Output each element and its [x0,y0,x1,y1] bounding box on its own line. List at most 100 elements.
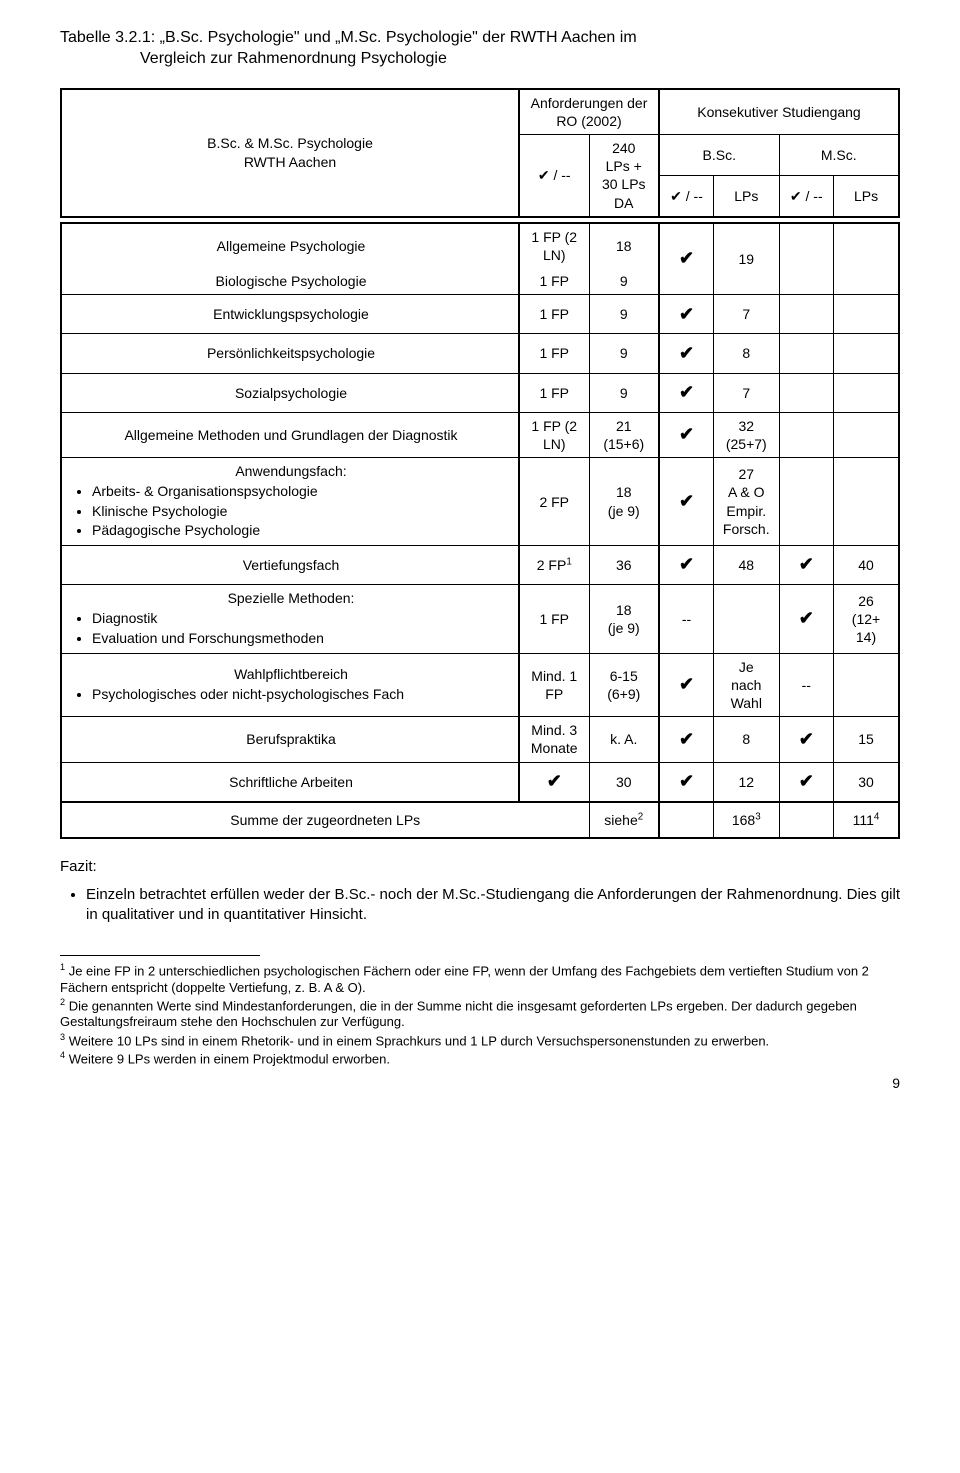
row-vert-ck: ✔ [659,545,714,584]
header-lps-msc: LPs [834,175,899,217]
row-pers-ck: ✔ [659,334,714,373]
row-spez-ck2: ✔ [779,585,834,654]
row-bio-check: ✔ [659,223,714,295]
row-anw-b3: Pädagogische Psychologie [92,521,512,539]
fazit-heading: Fazit: [60,857,900,877]
row-wahl-cell: Wahlpflichtbereich Psychologisches oder … [61,653,519,717]
row-meth-ck: ✔ [659,412,714,457]
header-anforderungen: Anforderungen der RO (2002) [519,89,659,135]
row-bio-m1 [779,223,834,295]
row-bio-c3: 9 [589,268,659,295]
row-anw-b1: Arbeits- & Organisationspsychologie [92,482,512,500]
row-anw-c2: 2 FP [519,458,589,546]
row-vert-label: Vertiefungsfach [61,545,519,584]
row-meth-v: 32(25+7) [714,412,779,457]
footnote-2: 2 Die genannten Werte sind Mindestanford… [60,997,900,1031]
row-spez-cell: Spezielle Methoden: Diagnostik Evaluatio… [61,585,519,654]
row-beruf-ck2: ✔ [779,717,834,762]
row-vert-ck2: ✔ [779,545,834,584]
row-pers-c3: 9 [589,334,659,373]
row-entw-ck: ✔ [659,295,714,334]
row-spez-ck: -- [659,585,714,654]
row-allg-c2: 1 FP (2 LN) [519,223,589,268]
table-caption: Tabelle 3.2.1: „B.Sc. Psychologie" und „… [60,28,900,70]
page-number: 9 [60,1074,900,1092]
header-checkdash-bsc: ✔ / -- [659,175,714,217]
row-vert-c3: 36 [589,545,659,584]
row-beruf-c2: Mind. 3Monate [519,717,589,762]
row-wahl-c3: 6-15(6+9) [589,653,659,717]
row-bio-m2 [834,223,899,295]
row-beruf-c3: k. A. [589,717,659,762]
row-soz-v: 7 [714,373,779,412]
row-anw-ck: ✔ [659,458,714,546]
row-spez-b2: Evaluation und Forschungsmethoden [92,629,512,647]
header-bsc: B.Sc. [659,134,779,175]
row-spez-c2: 1 FP [519,585,589,654]
footnote-1: 1 Je eine FP in 2 unterschiedlichen psyc… [60,962,900,996]
fazit-list: Einzeln betrachtet erfüllen weder der B.… [60,885,900,926]
row-schr-v2: 30 [834,762,899,802]
row-meth-label: Allgemeine Methoden und Grundlagen der D… [61,412,519,457]
row-soz-ck: ✔ [659,373,714,412]
row-schr-label: Schriftliche Arbeiten [61,762,519,802]
row-anw-b2: Klinische Psychologie [92,502,512,520]
row-soz-c3: 9 [589,373,659,412]
row-vert-c2: 2 FP1 [519,545,589,584]
row-spez-label: Spezielle Methoden: [228,590,355,606]
row-allg-c3: 18 [589,223,659,268]
row-wahl-c2: Mind. 1 FP [519,653,589,717]
row-schr-ck2: ✔ [779,762,834,802]
row-anw-c3: 18(je 9) [589,458,659,546]
title-line-2: Vergleich zur Rahmenordnung Psychologie [60,49,900,70]
row-vert-v2: 40 [834,545,899,584]
row-vert-v: 48 [714,545,779,584]
row-wahl-ck2: -- [779,653,834,717]
row-bio-val: 19 [714,223,779,295]
row-bio-c2: 1 FP [519,268,589,295]
row-allg-label: Allgemeine Psychologie [61,223,519,268]
header-konsekutiv: Konsekutiver Studiengang [659,89,899,135]
header-checkdash-1: ✔ / -- [519,134,589,216]
row-schr-ck: ✔ [659,762,714,802]
footnote-rule [60,955,260,956]
sum-label: Summe der zugeordneten LPs [61,802,589,838]
row-entw-c2: 1 FP [519,295,589,334]
row-meth-c3: 21(15+6) [589,412,659,457]
row-wahl-b1: Psychologisches oder nicht-psychologisch… [92,685,512,703]
row-schr-c2: ✔ [519,762,589,802]
row-spez-c3: 18(je 9) [589,585,659,654]
row-schr-v: 12 [714,762,779,802]
row-entw-label: Entwicklungspsychologie [61,295,519,334]
row-beruf-v2: 15 [834,717,899,762]
row-pers-c2: 1 FP [519,334,589,373]
row-bio-label: Biologische Psychologie [61,268,519,295]
header-left-program: B.Sc. & M.Sc. PsychologieRWTH Aachen [61,89,519,217]
fazit-bullet: Einzeln betrachtet erfüllen weder der B.… [86,885,900,926]
row-soz-c2: 1 FP [519,373,589,412]
row-soz-label: Sozialpsychologie [61,373,519,412]
row-wahl-ck: ✔ [659,653,714,717]
row-wahl-v: JenachWahl [714,653,779,717]
row-beruf-v: 8 [714,717,779,762]
footnote-4: 4 Weitere 9 LPs werden in einem Projektm… [60,1050,900,1068]
title-line-1: Tabelle 3.2.1: „B.Sc. Psychologie" und „… [60,28,900,49]
row-beruf-label: Berufspraktika [61,717,519,762]
row-anw-cell: Anwendungsfach: Arbeits- & Organisations… [61,458,519,546]
comparison-table: B.Sc. & M.Sc. PsychologieRWTH Aachen Anf… [60,88,900,839]
row-anw-label: Anwendungsfach: [235,463,346,479]
row-spez-b1: Diagnostik [92,609,512,627]
header-msc: M.Sc. [779,134,899,175]
header-lps-bsc: LPs [714,175,779,217]
row-schr-c3: 30 [589,762,659,802]
footnote-3: 3 Weitere 10 LPs sind in einem Rhetorik-… [60,1032,900,1050]
sum-v: 1683 [714,802,779,838]
sum-v2: 1114 [834,802,899,838]
sum-c3: siehe2 [589,802,659,838]
row-beruf-ck: ✔ [659,717,714,762]
row-pers-label: Persönlichkeitspsychologie [61,334,519,373]
row-pers-v: 8 [714,334,779,373]
row-anw-v: 27A & OEmpir.Forsch. [714,458,779,546]
header-240lps: 240LPs +30 LPsDA [589,134,659,216]
row-entw-c3: 9 [589,295,659,334]
